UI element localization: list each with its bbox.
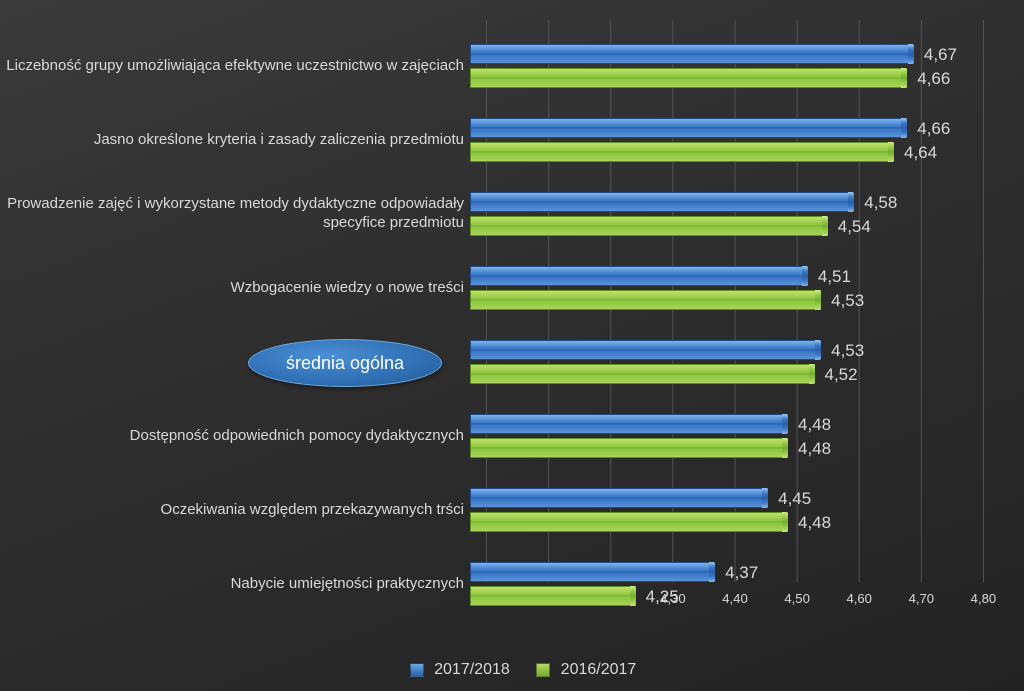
value-label: 4,54 [838, 217, 871, 237]
value-label: 4,25 [646, 587, 679, 607]
x-tick-label: 4,60 [846, 591, 872, 606]
value-label: 4,66 [917, 69, 950, 89]
value-label: 4,37 [725, 563, 758, 583]
bar-s2017_2018 [470, 562, 715, 582]
legend-label-2017-2018: 2017/2018 [434, 661, 510, 678]
value-label: 4,51 [818, 267, 851, 287]
bar-s2017_2018 [470, 44, 914, 64]
x-tick-label: 4,40 [722, 591, 748, 606]
bar-s2017_2018 [470, 192, 854, 212]
bar-s2016_2017 [470, 512, 788, 532]
value-label: 4,48 [798, 513, 831, 533]
bar-s2016_2017 [470, 290, 821, 310]
bar-s2016_2017 [470, 364, 815, 384]
legend: 2017/2018 2016/2017 [0, 661, 1024, 679]
highlight-badge: średnia ogólna [248, 339, 442, 387]
x-tick-label: 4,80 [971, 591, 997, 606]
x-tick-label: 4,70 [909, 591, 935, 606]
value-label: 4,52 [825, 365, 858, 385]
bar-s2017_2018 [470, 340, 821, 360]
category-label: Liczebność grupy umożliwiająca efektywne… [4, 57, 464, 76]
bar-s2016_2017 [470, 142, 894, 162]
bar-s2017_2018 [470, 488, 768, 508]
value-label: 4,45 [778, 489, 811, 509]
value-label: 4,53 [831, 291, 864, 311]
category-label: Jasno określone kryteria i zasady zalicz… [4, 131, 464, 150]
legend-swatch-2016-2017 [536, 663, 550, 677]
bar-s2016_2017 [470, 216, 828, 236]
legend-label-2016-2017: 2016/2017 [561, 661, 637, 678]
value-label: 4,58 [864, 193, 897, 213]
value-label: 4,48 [798, 439, 831, 459]
bar-s2016_2017 [470, 68, 907, 88]
category-label: Nabycie umiejętności praktycznych [4, 575, 464, 594]
bar-s2016_2017 [470, 586, 636, 606]
value-label: 4,66 [917, 119, 950, 139]
value-label: 4,48 [798, 415, 831, 435]
category-label: Oczekiwania względem przekazywanych trśc… [4, 501, 464, 520]
value-label: 4,53 [831, 341, 864, 361]
bar-s2017_2018 [470, 118, 907, 138]
value-label: 4,67 [924, 45, 957, 65]
category-label: Dostępność odpowiednich pomocy dydaktycz… [4, 427, 464, 446]
bar-s2017_2018 [470, 266, 808, 286]
legend-swatch-2017-2018 [410, 663, 424, 677]
category-label: Wzbogacenie wiedzy o nowe treści [4, 279, 464, 298]
bar-s2017_2018 [470, 414, 788, 434]
bar-s2016_2017 [470, 438, 788, 458]
bar-chart: 4,004,104,204,304,404,504,604,704,80 Lic… [0, 0, 1024, 691]
category-label: Prowadzenie zajęć i wykorzystane metody … [4, 195, 464, 233]
value-label: 4,64 [904, 143, 937, 163]
x-tick-label: 4,50 [784, 591, 810, 606]
